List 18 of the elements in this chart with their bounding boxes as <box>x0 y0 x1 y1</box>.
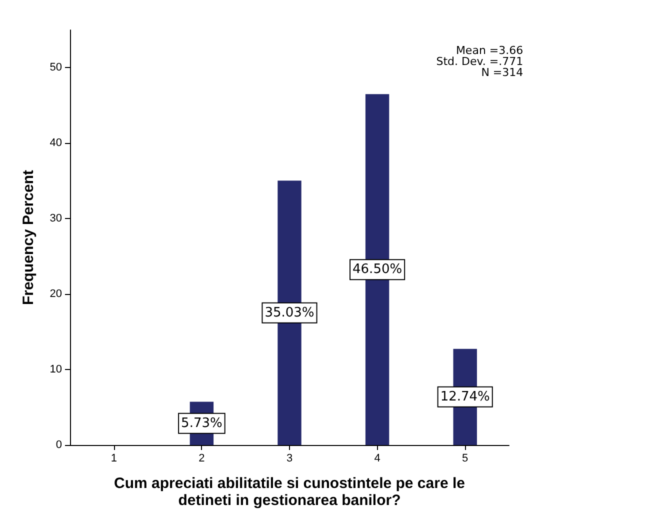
y-tick-label: 50 <box>50 62 62 74</box>
y-tick-label: 10 <box>50 364 62 376</box>
x-tick-label: 2 <box>198 452 205 464</box>
y-tick-label: 40 <box>50 137 62 150</box>
y-tick-label: 20 <box>50 288 62 300</box>
data-label: 12.74% <box>440 389 490 404</box>
x-axis-title: Cum apreciati abilitatile si cunostintele pe care le detineti in gestionarea banilor? <box>114 475 465 509</box>
y-tick-label: 30 <box>50 212 62 225</box>
x-tick-label: 5 <box>462 452 468 464</box>
x-tick-label: 4 <box>374 452 380 464</box>
x-tick-label: 3 <box>286 452 293 464</box>
data-label: 35.03% <box>264 305 314 320</box>
y-tick-label: 0 <box>56 439 62 451</box>
x-tick-label: 1 <box>110 452 117 464</box>
data-label: 46.50% <box>352 262 402 278</box>
data-label: 5.73% <box>181 416 222 431</box>
annotation: Mean =3.66 Std. Dev. =.771 N =314 <box>436 44 524 79</box>
y-axis-title: Frequency Percent <box>20 170 37 306</box>
